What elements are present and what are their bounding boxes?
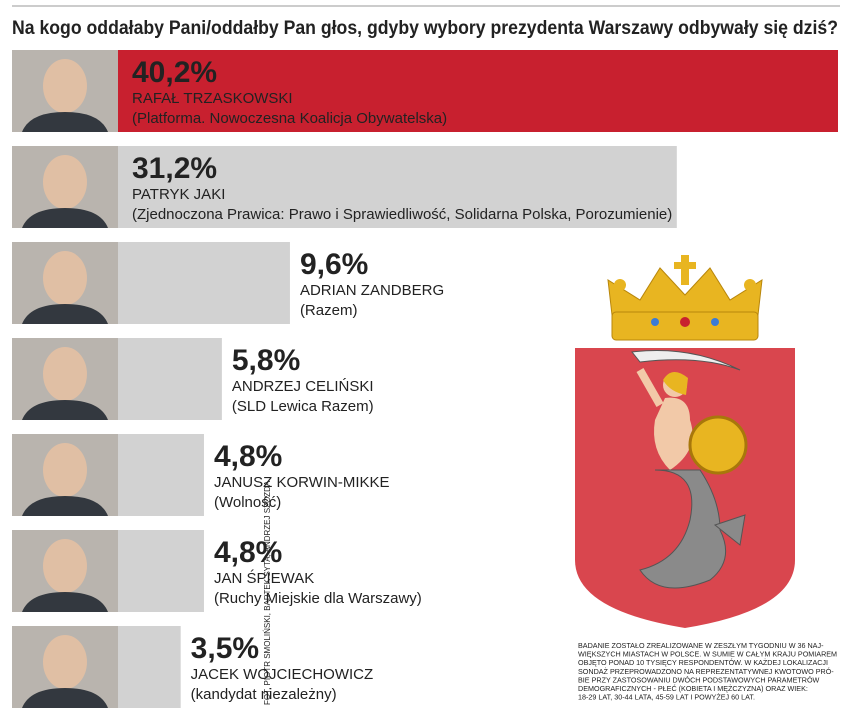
photo-body bbox=[22, 496, 108, 516]
candidate-name: JANUSZ KORWIN-MIKKE bbox=[214, 474, 390, 491]
party-name: (SLD Lewica Razem) bbox=[232, 398, 374, 415]
candidate-name: JAN ŚPIEWAK bbox=[214, 569, 314, 587]
bar bbox=[118, 242, 290, 324]
value-label: 9,6% bbox=[300, 248, 368, 281]
candidate-name: ADRIAN ZANDBERG bbox=[300, 282, 444, 299]
coat-of-arms bbox=[575, 255, 795, 628]
photo-body bbox=[22, 400, 108, 420]
footnote-line: OBJĘTO PONAD 10 TYSIĘCY RESPONDENTÓW. W … bbox=[578, 658, 828, 667]
photo-face bbox=[43, 59, 87, 113]
photo-face bbox=[43, 635, 87, 689]
photo-body bbox=[22, 688, 108, 708]
party-name: (Wolność) bbox=[214, 494, 281, 511]
photo-body bbox=[22, 304, 108, 324]
footnote-line: 18-29 LAT, 30-44 LATA, 45-59 LAT I POWYŻ… bbox=[578, 693, 755, 702]
bar bbox=[118, 434, 204, 516]
bar bbox=[118, 50, 838, 132]
footnote-line: DEMOGRAFICZNYCH - PŁEĆ (KOBIETA I MĘŻCZY… bbox=[578, 684, 808, 693]
footnote-line: BADANIE ZOSTAŁO ZREALIZOWANE W ZESZŁYM T… bbox=[578, 641, 824, 650]
value-label: 4,8% bbox=[214, 536, 282, 569]
candidate-name: ANDRZEJ CELIŃSKI bbox=[232, 378, 374, 395]
footnote-line: BIE PRZY ZASTOSOWANIU DWÓCH PODSTAWOWYCH… bbox=[578, 675, 820, 684]
bar bbox=[118, 626, 181, 708]
party-name: (Razem) bbox=[300, 302, 358, 319]
candidate-name: RAFAŁ TRZASKOWSKI bbox=[132, 90, 293, 107]
value-label: 5,8% bbox=[232, 344, 300, 377]
photo-face bbox=[43, 155, 87, 209]
footnote-line: SONDAŻ PRZEPROWADZONO NA REPREZENTATYWNE… bbox=[578, 667, 834, 676]
party-name: (Zjednoczona Prawica: Prawo i Sprawiedli… bbox=[132, 206, 672, 223]
party-name: (Ruchy Miejskie dla Warszawy) bbox=[214, 590, 422, 607]
footnote-line: WIĘKSZYCH MIASTACH W POLSCE. W SUMIE W C… bbox=[578, 650, 837, 659]
value-label: 31,2% bbox=[132, 152, 217, 185]
value-label: 40,2% bbox=[132, 56, 217, 89]
bar bbox=[118, 530, 204, 612]
photo-face bbox=[43, 251, 87, 305]
photo-body bbox=[22, 208, 108, 228]
photo-face bbox=[43, 443, 87, 497]
bar bbox=[118, 146, 677, 228]
photo-face bbox=[43, 539, 87, 593]
value-label: 4,8% bbox=[214, 440, 282, 473]
candidate-name: JACEK WOJCIECHOWICZ bbox=[191, 666, 374, 683]
party-name: (kandydat niezależny) bbox=[191, 686, 337, 703]
photo-face bbox=[43, 347, 87, 401]
candidate-name: PATRYK JAKI bbox=[132, 186, 225, 203]
bar bbox=[118, 338, 222, 420]
photo-credit: FOT. PIOTR SMOLIŃSKI, BARTEK SYTA, ANDRZ… bbox=[263, 480, 272, 705]
photo-body bbox=[22, 592, 108, 612]
photo-body bbox=[22, 112, 108, 132]
party-name: (Platforma. Nowoczesna Koalicja Obywatel… bbox=[132, 110, 447, 127]
chart-title: Na kogo oddałaby Pani/oddałby Pan głos, … bbox=[12, 18, 838, 39]
footnote: BADANIE ZOSTAŁO ZREALIZOWANE W ZESZŁYM T… bbox=[578, 641, 837, 702]
value-label: 3,5% bbox=[191, 632, 259, 665]
